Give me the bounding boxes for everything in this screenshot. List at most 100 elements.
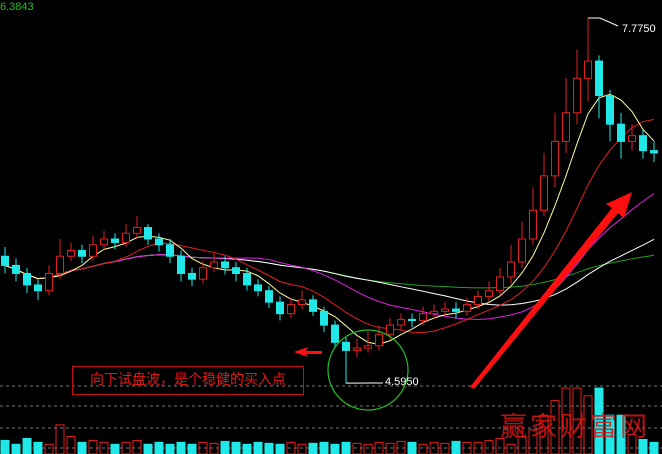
candle-down (595, 60, 603, 96)
watermark: 赢家财富网 (500, 412, 650, 443)
candle-down (320, 310, 328, 326)
volume-bar (396, 440, 406, 454)
candle-down (111, 238, 119, 243)
candle-up (199, 267, 207, 280)
candle-down (639, 135, 647, 152)
candle-down (12, 264, 20, 274)
candle-down (78, 249, 86, 257)
candle-up (507, 261, 515, 278)
highlight-circle (327, 329, 409, 411)
candle-up (584, 60, 592, 79)
volume-bar (44, 443, 54, 454)
volume-bar (385, 442, 395, 454)
candle-down (342, 341, 350, 351)
volume-bar (220, 440, 230, 454)
candle-down (177, 255, 185, 274)
candle-up (441, 308, 449, 312)
volume-bar (231, 441, 241, 454)
top-left-price-label: 6.3843 (0, 1, 34, 13)
candle-up (485, 290, 493, 297)
candle-up (89, 244, 97, 257)
volume-bar (649, 441, 659, 454)
volume-bar (418, 443, 428, 454)
volume-bar (11, 443, 21, 454)
volume-bar (506, 443, 516, 454)
candle-down (243, 272, 251, 286)
volume-bar (22, 437, 32, 454)
candle-down (254, 284, 262, 292)
volume-bar (297, 443, 307, 454)
candle-down (452, 308, 460, 312)
candle-up (364, 345, 372, 349)
volume-bar (495, 437, 505, 454)
volume-bar (154, 441, 164, 454)
candle-up (133, 227, 141, 234)
volume-bar (352, 442, 362, 454)
candle-up (474, 295, 482, 305)
volume-bar (363, 443, 373, 454)
volume-bar (209, 442, 219, 454)
candle-down (166, 244, 174, 257)
high-leader-line (588, 17, 619, 27)
up-arrow-icon (470, 192, 632, 389)
candle-up (298, 299, 306, 305)
low-price-label: 4.5950 (385, 376, 419, 388)
volume-bar (66, 436, 76, 454)
volume-bar (143, 443, 153, 454)
candle-up (463, 303, 471, 312)
candle-up (430, 310, 438, 315)
volume-bar (88, 439, 98, 454)
volume-bar (110, 443, 120, 454)
high-price-label: 7.7750 (622, 23, 656, 35)
annotation-box: 向下试盘波，是个稳健的买入点 (72, 366, 304, 395)
candle-down (1, 255, 9, 266)
candle-up (562, 112, 570, 142)
candle-up (397, 318, 405, 326)
candle-up (122, 232, 130, 243)
candle-down (188, 272, 196, 280)
candle-down (650, 150, 658, 154)
candle-up (353, 347, 361, 351)
ma5-line (4, 93, 655, 345)
volume-bar (242, 443, 252, 454)
left-arrow-icon (294, 347, 322, 357)
volume-bar (330, 443, 340, 454)
candle-up (573, 77, 581, 114)
candle-up (518, 238, 526, 263)
ma30-line (4, 238, 655, 306)
volume-bar (517, 436, 527, 454)
volume-bar (0, 439, 10, 454)
candle-up (210, 261, 218, 269)
candle-up (67, 249, 75, 257)
volume-bar (616, 414, 626, 454)
volume-bar (33, 441, 43, 454)
volume-bar (528, 429, 538, 454)
volume-bar (132, 439, 142, 454)
volume-bar (451, 440, 461, 454)
volume-bar (77, 441, 87, 454)
volume-bar (407, 441, 417, 454)
candle-down (309, 299, 317, 312)
volume-bar (275, 443, 285, 454)
candle-up (56, 255, 64, 274)
volume-bar (572, 387, 582, 454)
candle-up (386, 324, 394, 335)
volume-bar (165, 443, 175, 454)
candle-up (375, 333, 383, 347)
volume-bar (308, 442, 318, 454)
volume-bar (561, 387, 571, 454)
volume-bar (605, 414, 615, 454)
candle-down (34, 284, 42, 292)
candle-up (100, 238, 108, 246)
candle-down (606, 94, 614, 125)
candle-up (628, 135, 636, 142)
candle-up (540, 175, 548, 211)
candle-up (551, 140, 559, 177)
volume-bar (484, 439, 494, 454)
candle-down (276, 301, 284, 315)
candle-down (408, 318, 416, 322)
candle-down (331, 324, 339, 343)
candle-up (529, 209, 537, 240)
volume-bar (440, 442, 450, 454)
